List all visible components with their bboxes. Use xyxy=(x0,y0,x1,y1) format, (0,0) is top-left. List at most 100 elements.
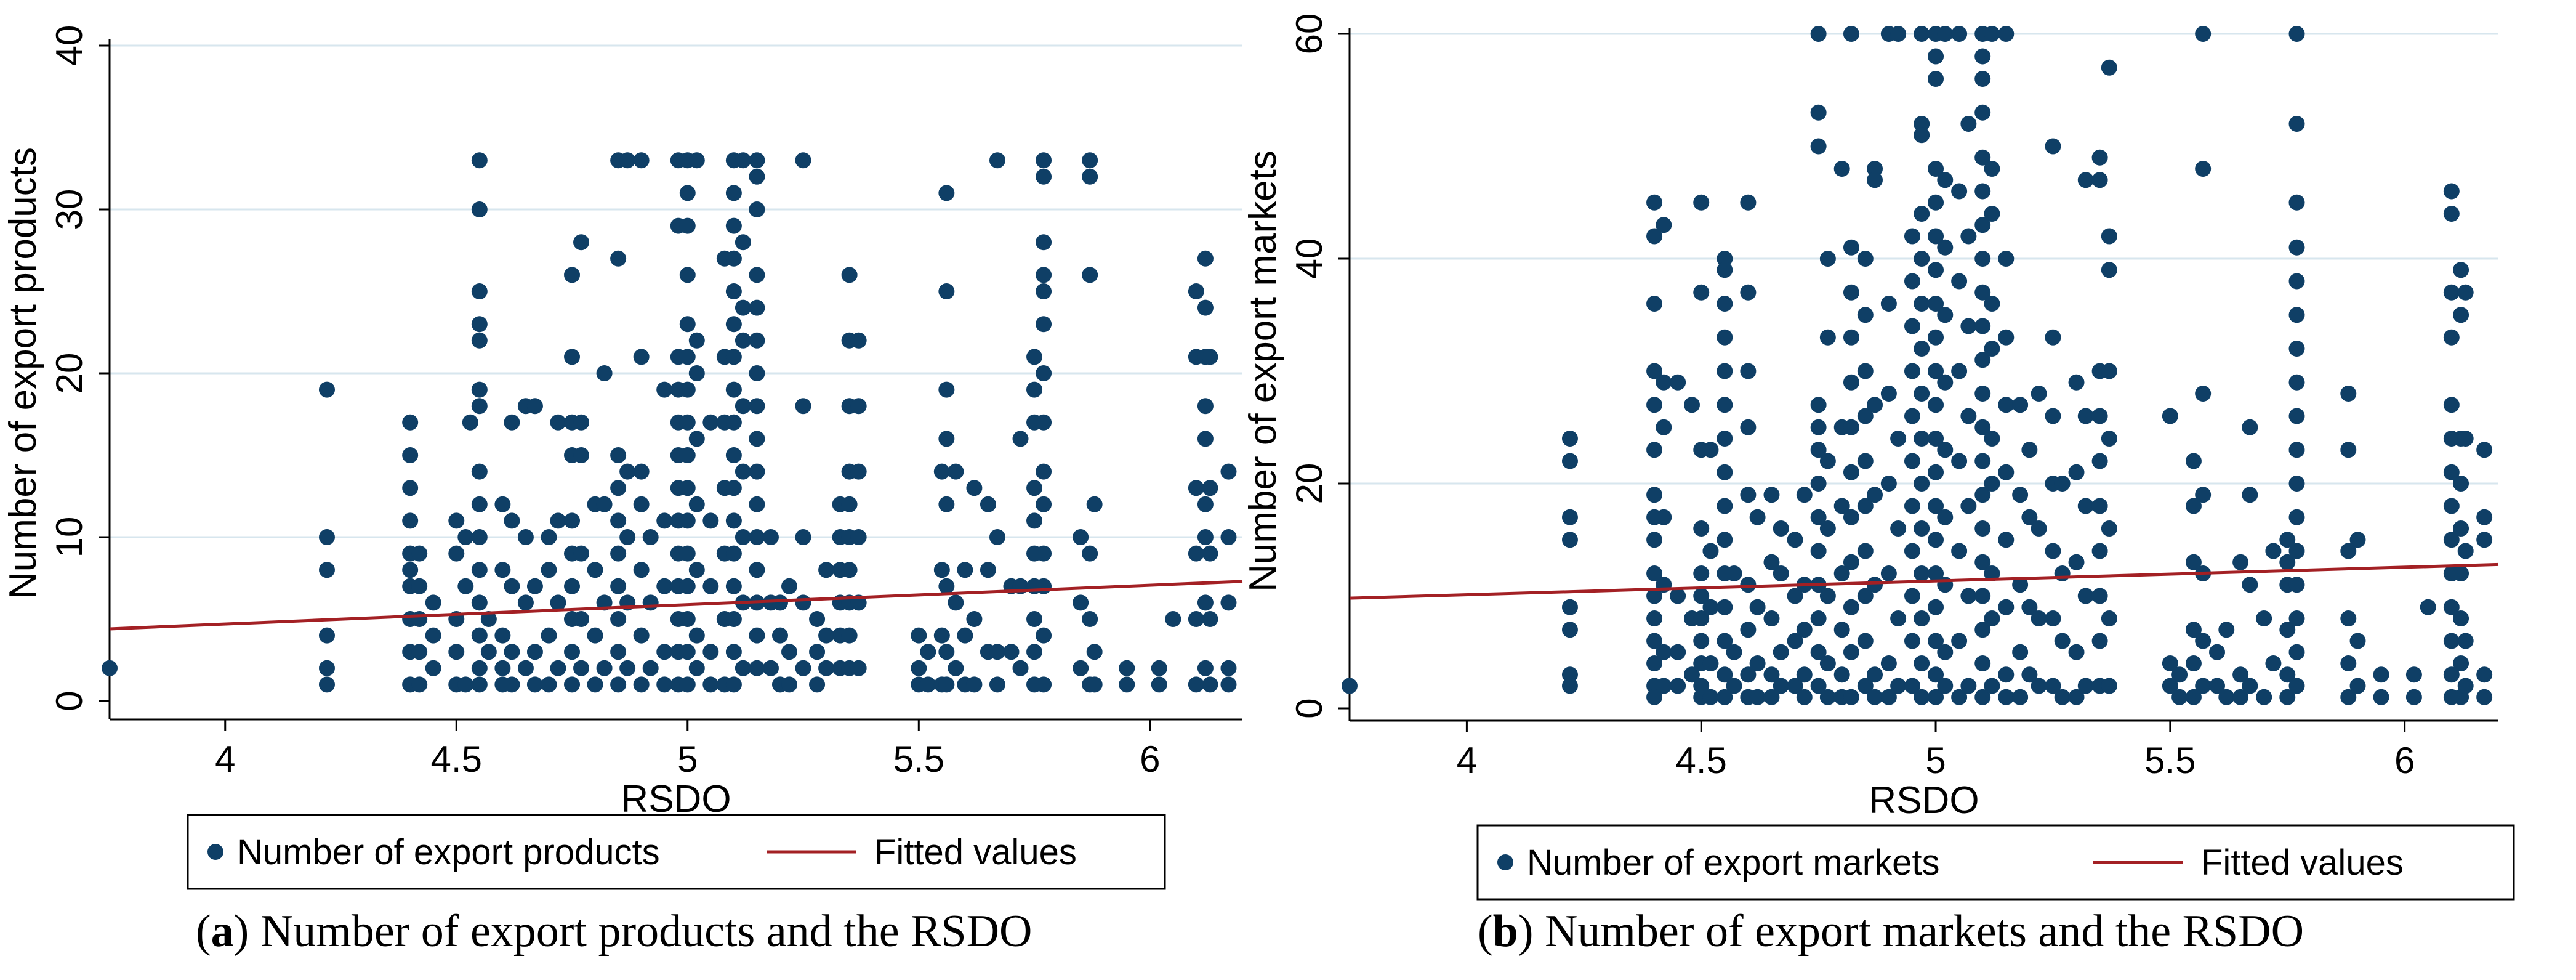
data-point xyxy=(480,644,497,660)
data-point xyxy=(725,578,742,594)
data-point xyxy=(1073,529,1089,545)
data-point xyxy=(610,250,627,267)
data-point xyxy=(2077,172,2094,188)
data-point xyxy=(2185,554,2202,570)
y-tick-label: 20 xyxy=(49,353,90,394)
data-point xyxy=(1646,487,1663,503)
data-point xyxy=(471,562,488,578)
data-point xyxy=(402,414,419,431)
data-point xyxy=(1561,453,1578,469)
data-point xyxy=(702,512,719,529)
data-point xyxy=(850,660,867,676)
data-point xyxy=(2162,655,2178,671)
data-point xyxy=(2288,239,2305,256)
data-point xyxy=(448,545,465,562)
data-point xyxy=(2077,498,2094,514)
data-point xyxy=(1880,296,1897,312)
data-point xyxy=(1717,666,1733,683)
data-point xyxy=(938,431,955,447)
data-point xyxy=(2045,543,2061,559)
caption-a: (a) Number of export products and the RS… xyxy=(196,906,1032,957)
data-point xyxy=(1202,545,1218,562)
data-point xyxy=(1763,554,1780,570)
data-point xyxy=(1998,26,2015,42)
data-point xyxy=(2054,689,2071,705)
data-point xyxy=(1026,644,1043,660)
data-point xyxy=(679,545,696,562)
data-point xyxy=(1726,644,1742,660)
data-point xyxy=(1151,676,1167,693)
data-point xyxy=(702,676,719,693)
data-point xyxy=(1974,284,1991,301)
data-point xyxy=(494,627,511,644)
y-tick-label: 0 xyxy=(1289,698,1330,718)
data-point xyxy=(749,431,765,447)
data-point xyxy=(938,676,955,693)
data-point xyxy=(1974,487,1991,503)
data-point xyxy=(471,201,488,217)
data-point xyxy=(1717,397,1733,413)
data-point xyxy=(2256,610,2272,626)
data-point xyxy=(1937,644,1954,660)
data-point xyxy=(781,676,797,693)
data-point xyxy=(1740,363,1757,379)
data-point xyxy=(1740,487,1757,503)
data-point xyxy=(1787,588,1803,604)
data-point xyxy=(2012,644,2029,660)
data-point xyxy=(1003,644,1020,660)
data-point xyxy=(1914,689,1930,705)
data-point xyxy=(1012,660,1029,676)
data-point xyxy=(679,578,696,594)
data-point xyxy=(1036,627,1052,644)
data-point xyxy=(735,463,751,480)
data-point xyxy=(402,447,419,463)
data-point xyxy=(2232,666,2249,683)
data-point xyxy=(2101,431,2117,447)
data-point xyxy=(1974,419,1991,435)
data-point xyxy=(1951,26,1968,42)
data-point xyxy=(725,512,742,529)
data-point xyxy=(564,349,581,365)
data-point xyxy=(1833,161,1850,177)
data-point xyxy=(1928,329,1944,346)
data-point xyxy=(1960,408,1977,424)
data-point xyxy=(2195,487,2212,503)
data-point xyxy=(1974,71,1991,87)
data-point xyxy=(2218,622,2235,638)
data-point xyxy=(1819,655,1836,671)
data-point xyxy=(2101,228,2117,245)
data-point xyxy=(1937,442,1954,458)
data-point xyxy=(2457,633,2474,649)
data-point xyxy=(1867,487,1883,503)
data-point xyxy=(2288,374,2305,391)
data-point xyxy=(771,594,788,611)
data-point xyxy=(1188,283,1204,299)
data-point xyxy=(448,644,465,660)
data-point xyxy=(1914,610,1930,626)
data-point xyxy=(1197,594,1214,611)
data-point xyxy=(2021,509,2038,525)
data-point xyxy=(318,676,335,693)
data-point xyxy=(2045,138,2061,155)
data-point xyxy=(102,660,118,676)
data-point xyxy=(610,545,627,562)
data-point xyxy=(1914,127,1930,144)
data-point xyxy=(1998,464,2015,480)
data-point xyxy=(1036,365,1052,381)
data-point xyxy=(425,627,441,644)
data-point xyxy=(1928,532,1944,548)
data-point xyxy=(517,529,534,545)
data-point xyxy=(725,381,742,398)
data-point xyxy=(1810,543,1827,559)
data-point xyxy=(1561,678,1578,694)
data-point xyxy=(1036,168,1052,185)
data-point xyxy=(2091,498,2108,514)
data-point xyxy=(550,660,566,676)
data-point xyxy=(702,578,719,594)
data-point xyxy=(2349,532,2366,548)
data-point xyxy=(1960,318,1977,334)
data-point xyxy=(1984,341,2000,357)
data-point xyxy=(1914,296,1930,312)
data-point xyxy=(1937,26,1954,42)
data-point xyxy=(725,447,742,463)
